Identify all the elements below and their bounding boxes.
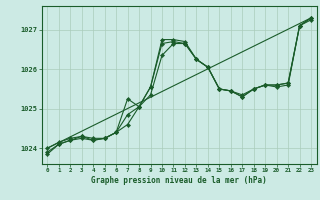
X-axis label: Graphe pression niveau de la mer (hPa): Graphe pression niveau de la mer (hPa) bbox=[91, 176, 267, 185]
